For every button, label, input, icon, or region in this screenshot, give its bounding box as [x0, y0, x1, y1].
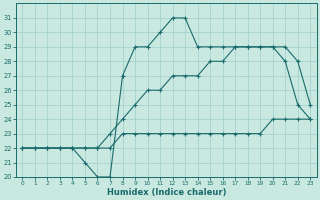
X-axis label: Humidex (Indice chaleur): Humidex (Indice chaleur) [107, 188, 226, 197]
